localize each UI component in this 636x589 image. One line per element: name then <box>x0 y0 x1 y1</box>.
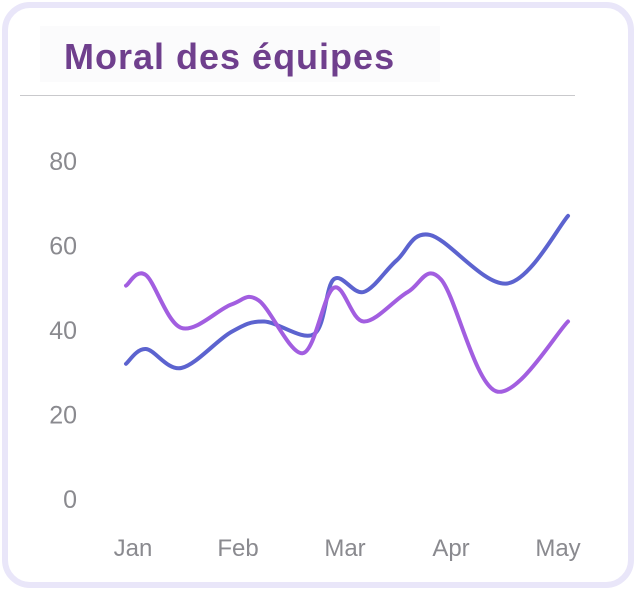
title-divider <box>20 95 575 96</box>
y-tick-label: 60 <box>49 233 77 261</box>
x-tick-label: Apr <box>432 535 469 562</box>
title-bar: Moral des équipes <box>40 26 440 82</box>
plot-area <box>124 213 570 394</box>
x-axis: Jan Feb Mar Apr May <box>114 535 581 562</box>
y-tick-label: 0 <box>63 486 77 514</box>
x-tick-label: Feb <box>217 535 258 562</box>
x-tick-label: Jan <box>114 535 153 562</box>
series-line-2 <box>124 271 570 394</box>
x-tick-label: Mar <box>324 535 365 562</box>
y-tick-label: 20 <box>49 402 77 430</box>
x-tick-label: May <box>535 535 580 562</box>
y-tick-label: 40 <box>49 317 77 345</box>
y-tick-label: 80 <box>49 148 77 176</box>
series-line-1 <box>124 213 570 371</box>
chart-title: Moral des équipes <box>64 36 396 77</box>
y-axis: 0 20 40 60 80 <box>49 148 77 514</box>
